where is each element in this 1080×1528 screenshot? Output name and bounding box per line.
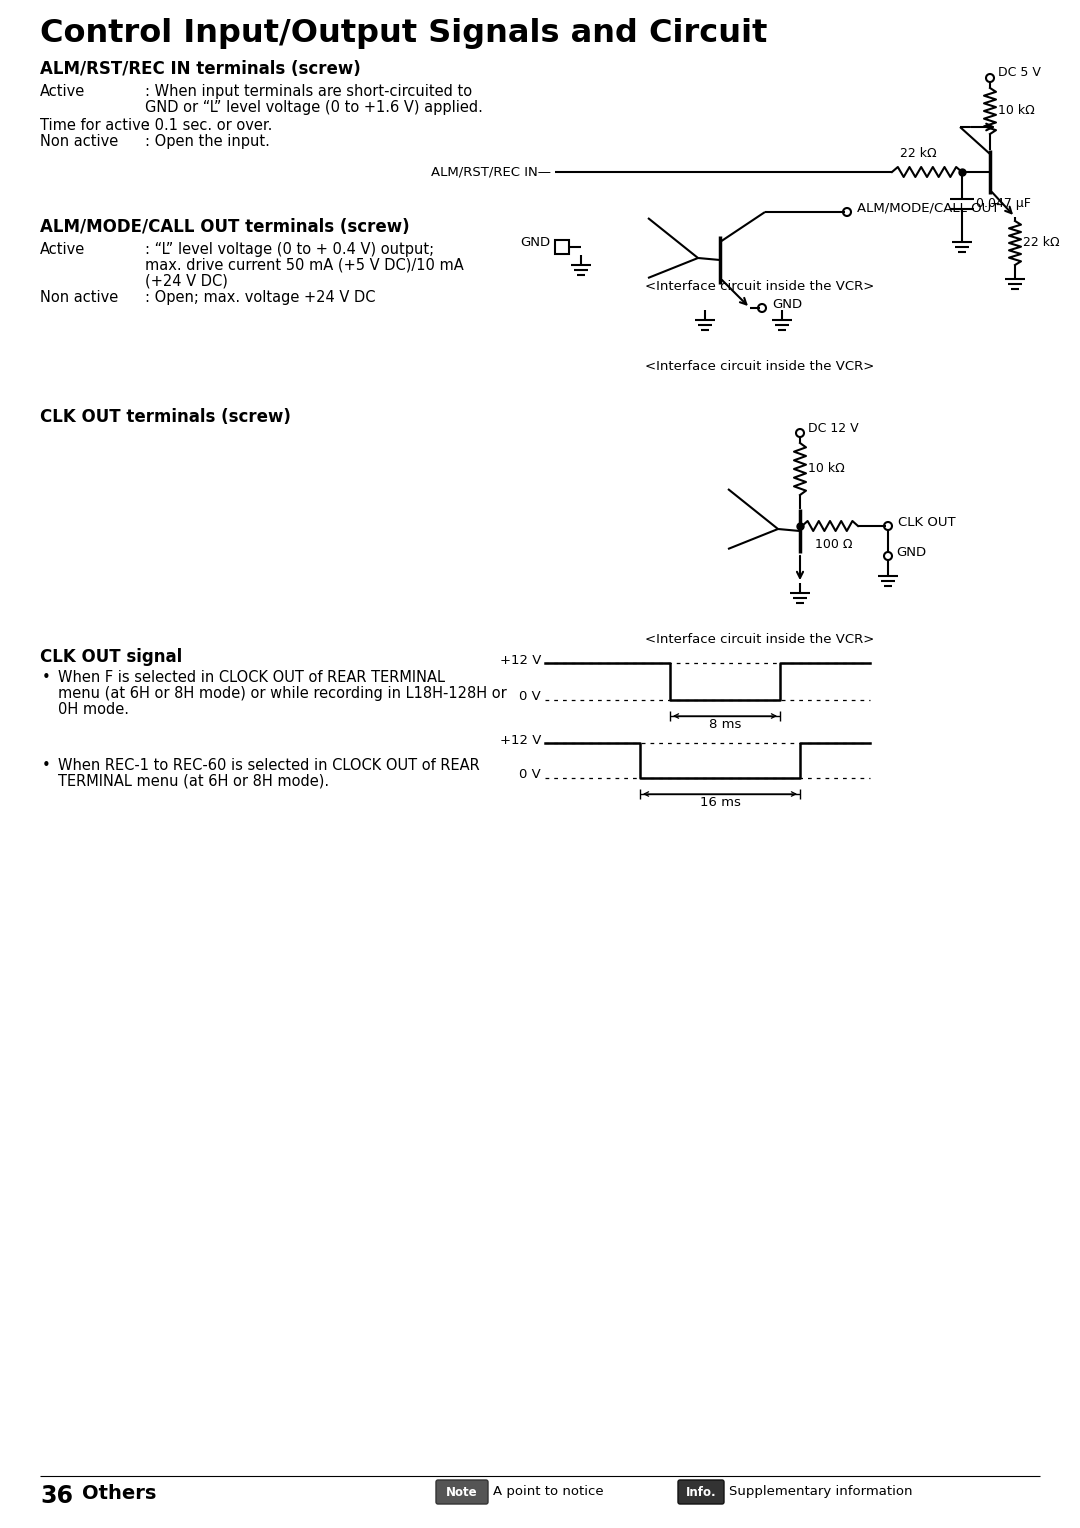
Text: Control Input/Output Signals and Circuit: Control Input/Output Signals and Circuit (40, 18, 768, 49)
Text: +12 V: +12 V (500, 733, 541, 747)
Text: : 0.1 sec. or over.: : 0.1 sec. or over. (145, 118, 272, 133)
Text: ALM/MODE/CALL OUT: ALM/MODE/CALL OUT (858, 202, 999, 214)
Text: CLK OUT signal: CLK OUT signal (40, 648, 183, 666)
Text: 22 kΩ: 22 kΩ (1023, 237, 1059, 249)
Text: : Open; max. voltage +24 V DC: : Open; max. voltage +24 V DC (145, 290, 376, 306)
Text: GND or “L” level voltage (0 to +1.6 V) applied.: GND or “L” level voltage (0 to +1.6 V) a… (145, 99, 483, 115)
Text: A point to notice: A point to notice (492, 1485, 604, 1499)
Text: GND: GND (772, 298, 802, 310)
Text: 10 kΩ: 10 kΩ (998, 104, 1035, 118)
Text: ALM/MODE/CALL OUT terminals (screw): ALM/MODE/CALL OUT terminals (screw) (40, 219, 409, 235)
Text: max. drive current 50 mA (+5 V DC)/10 mA: max. drive current 50 mA (+5 V DC)/10 mA (145, 258, 463, 274)
Text: ALM/RST/REC IN—: ALM/RST/REC IN— (431, 165, 551, 179)
Text: CLK OUT terminals (screw): CLK OUT terminals (screw) (40, 408, 291, 426)
Text: Note: Note (446, 1485, 477, 1499)
Text: •: • (42, 669, 51, 685)
Text: CLK OUT: CLK OUT (897, 516, 956, 530)
Text: Supplementary information: Supplementary information (729, 1485, 913, 1499)
Text: 16 ms: 16 ms (700, 796, 741, 808)
Text: (+24 V DC): (+24 V DC) (145, 274, 228, 289)
Text: DC 5 V: DC 5 V (998, 67, 1041, 79)
Text: : When input terminals are short-circuited to: : When input terminals are short-circuit… (145, 84, 472, 99)
Text: 0.047 μF: 0.047 μF (976, 197, 1031, 209)
Text: 8 ms: 8 ms (708, 718, 741, 730)
Text: 10 kΩ: 10 kΩ (808, 463, 845, 475)
Text: When REC-1 to REC-60 is selected in CLOCK OUT of REAR: When REC-1 to REC-60 is selected in CLOC… (58, 758, 480, 773)
Text: : Open the input.: : Open the input. (145, 134, 270, 150)
Text: Info.: Info. (686, 1485, 716, 1499)
Text: <Interface circuit inside the VCR>: <Interface circuit inside the VCR> (646, 361, 875, 373)
Text: 22 kΩ: 22 kΩ (900, 147, 936, 160)
Bar (555, 240, 569, 254)
Text: Time for active: Time for active (40, 118, 150, 133)
Text: 0H mode.: 0H mode. (58, 701, 129, 717)
FancyBboxPatch shape (678, 1481, 724, 1504)
Text: GND: GND (896, 545, 927, 559)
Text: Others: Others (82, 1484, 157, 1504)
Text: +12 V: +12 V (500, 654, 541, 666)
Text: Active: Active (40, 84, 85, 99)
Text: <Interface circuit inside the VCR>: <Interface circuit inside the VCR> (646, 280, 875, 293)
Text: 100 Ω: 100 Ω (815, 538, 852, 552)
FancyBboxPatch shape (436, 1481, 488, 1504)
Text: Non active: Non active (40, 290, 118, 306)
Text: 36: 36 (40, 1484, 73, 1508)
Text: Active: Active (40, 241, 85, 257)
Text: TERMINAL menu (at 6H or 8H mode).: TERMINAL menu (at 6H or 8H mode). (58, 775, 329, 788)
Text: ALM/RST/REC IN terminals (screw): ALM/RST/REC IN terminals (screw) (40, 60, 361, 78)
Text: 0 V: 0 V (519, 769, 541, 781)
Text: menu (at 6H or 8H mode) or while recording in L18H-128H or: menu (at 6H or 8H mode) or while recordi… (58, 686, 507, 701)
Text: GND: GND (519, 237, 550, 249)
Text: DC 12 V: DC 12 V (808, 423, 859, 435)
Text: <Interface circuit inside the VCR>: <Interface circuit inside the VCR> (646, 633, 875, 646)
Text: Non active: Non active (40, 134, 118, 150)
Text: 0 V: 0 V (519, 691, 541, 703)
Text: When F is selected in CLOCK OUT of REAR TERMINAL: When F is selected in CLOCK OUT of REAR … (58, 669, 445, 685)
Text: •: • (42, 758, 51, 773)
Text: : “L” level voltage (0 to + 0.4 V) output;: : “L” level voltage (0 to + 0.4 V) outpu… (145, 241, 434, 257)
